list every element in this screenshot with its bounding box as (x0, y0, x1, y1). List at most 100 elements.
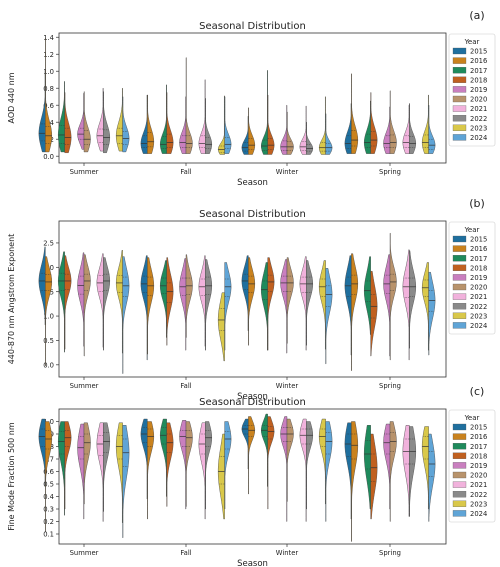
violin-half-2024 (428, 271, 436, 356)
panel-letter: (a) (469, 9, 484, 22)
violin-half-2016 (45, 421, 53, 532)
legend-swatch-2021 (452, 293, 467, 300)
chart-panel-2: Seasonal Distribution (c) 0.1 0.2 0.3 0.4 0.5 0… (7, 385, 496, 567)
violin-half-2018 (267, 94, 275, 155)
legend-label-2015: 2015 (470, 48, 487, 56)
legend-swatch-2020 (452, 95, 467, 103)
legend-swatch-2024 (452, 134, 467, 141)
violin-half-2020 (185, 421, 193, 507)
legend-label-2021: 2021 (470, 293, 487, 301)
legend-swatch-2016 (452, 245, 467, 252)
violin-half-2021 (299, 105, 307, 155)
violin-half-2021 (299, 256, 307, 351)
violin-half-2024 (224, 262, 232, 351)
y-tick-label: 1.0 (43, 68, 54, 76)
violin-half-2015 (241, 418, 249, 470)
panel-letter: (c) (470, 385, 485, 398)
violin-half-2016 (45, 256, 53, 366)
y-tick-label: 0.1 (43, 531, 54, 539)
legend-label-2021: 2021 (470, 481, 487, 489)
violin-half-2019 (77, 252, 85, 347)
y-tick-label: 1.2 (43, 51, 54, 59)
legend-label-2018: 2018 (470, 264, 487, 272)
violin-half-2018 (370, 92, 378, 154)
violin-half-2015 (38, 246, 46, 326)
violin-half-2019 (383, 106, 391, 154)
legend-swatch-2022 (452, 115, 467, 122)
legend-label-2017: 2017 (470, 67, 487, 75)
violin-half-2019 (77, 423, 85, 520)
violin-half-2022 (306, 260, 313, 346)
y-tick-label: 1.4 (43, 34, 54, 42)
violin-half-2019 (280, 416, 288, 522)
violin-half-2016 (248, 257, 256, 346)
legend-swatch-2016 (452, 433, 467, 440)
violin-half-2017 (261, 70, 268, 155)
legend-swatch-2020 (452, 283, 467, 291)
violin-half-2016 (248, 416, 256, 495)
violin-half-2015 (140, 418, 148, 500)
violin-half-2023 (421, 262, 429, 351)
legend-swatch-2019 (452, 274, 467, 281)
legend-label-2016: 2016 (470, 245, 487, 253)
violin-half-2022 (306, 421, 314, 510)
violin-half-2020 (286, 257, 294, 344)
violin-half-2017 (159, 260, 167, 338)
legend-swatch-2016 (452, 57, 467, 64)
legend-swatch-2021 (452, 481, 467, 488)
violin-half-2020 (389, 232, 397, 361)
legend-label-2023: 2023 (470, 500, 487, 508)
legend-swatch-2019 (452, 462, 467, 469)
violin-half-2018 (267, 416, 275, 510)
legend-swatch-2022 (452, 303, 467, 310)
violin-half-2016 (147, 257, 155, 355)
legend-label-2024: 2024 (470, 134, 487, 142)
violin-half-2024 (325, 421, 333, 522)
x-axis-label: Season (237, 178, 268, 188)
violin-half-2024 (325, 113, 333, 155)
legend-label-2017: 2017 (470, 255, 487, 263)
violin-half-2020 (286, 418, 294, 502)
y-tick-label: 0.5 (43, 481, 54, 489)
y-axis-label: Fine Mode Fraction 500 nm (7, 422, 16, 530)
violin-half-2019 (383, 254, 391, 357)
violin-half-2016 (351, 73, 359, 154)
violin-half-2023 (318, 260, 326, 350)
violin-half-2015 (38, 69, 46, 153)
violin-half-2018 (64, 92, 72, 154)
violin-half-2023 (421, 426, 429, 510)
legend-swatch-2015 (452, 423, 467, 431)
chart-title: Seasonal Distribution (199, 209, 306, 220)
violin-half-2016 (147, 421, 155, 520)
violin-half-2015 (241, 116, 249, 155)
violin-half-2021 (96, 253, 104, 348)
violin-half-2022 (409, 103, 417, 154)
legend-swatch-2017 (452, 255, 467, 262)
y-tick-label: 0.8 (43, 85, 54, 93)
legend-label-2024: 2024 (470, 322, 487, 330)
violin-half-2024 (122, 256, 130, 374)
violin-half-2019 (179, 420, 187, 510)
legend-swatch-2017 (452, 67, 467, 74)
x-tick-label: Winter (276, 168, 299, 176)
violin-half-2015 (140, 255, 148, 361)
x-tick-label: Spring (379, 382, 401, 390)
legend-swatch-2023 (452, 312, 467, 319)
legend-label-2023: 2023 (470, 124, 487, 132)
violin-half-2022 (103, 91, 111, 154)
x-tick-label: Summer (70, 168, 99, 176)
violin-half-2019 (280, 105, 288, 155)
legend-label-2023: 2023 (470, 312, 487, 320)
violin-half-2019 (383, 423, 391, 510)
violin-half-2016 (351, 421, 359, 542)
y-tick-label: 0.5 (43, 337, 54, 345)
violin-half-2018 (370, 433, 378, 520)
violin-half-2021 (402, 249, 410, 361)
legend-label-2018: 2018 (470, 76, 487, 84)
x-tick-label: Summer (70, 549, 99, 557)
violin-half-2017 (159, 84, 167, 154)
violin-half-2017 (57, 81, 65, 153)
